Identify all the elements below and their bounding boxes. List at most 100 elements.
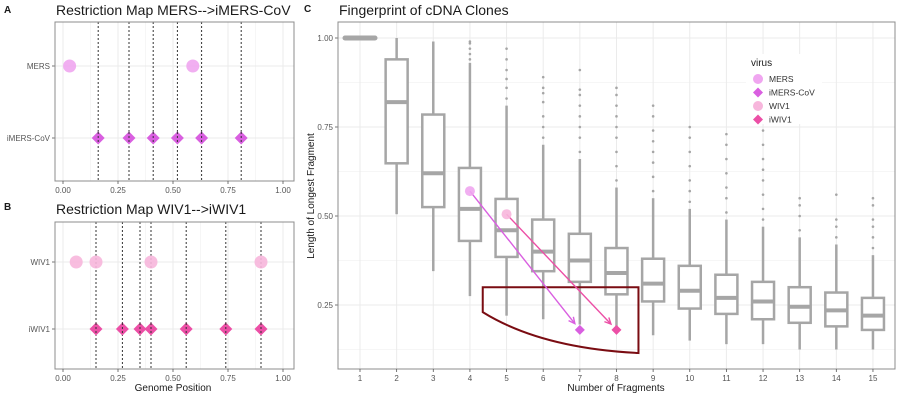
x-tick-label: 5	[504, 374, 509, 383]
box-outlier	[578, 88, 582, 91]
x-tick-label: 3	[431, 374, 436, 383]
box-outlier	[871, 225, 875, 228]
box-outlier	[725, 211, 728, 214]
box-outlier	[835, 225, 838, 228]
box-outlier	[871, 218, 875, 221]
box-outlier	[651, 129, 655, 132]
arrow-head	[568, 316, 576, 325]
box-outlier	[651, 175, 655, 179]
box-outlier	[578, 68, 582, 72]
arrow-head	[604, 317, 613, 326]
x-tick-label: 0.75	[220, 374, 236, 383]
box-outlier	[871, 246, 875, 250]
transition-arrow	[506, 213, 612, 325]
box-plot-14	[824, 193, 849, 350]
x-tick-label: 12	[759, 374, 768, 383]
box-outlier	[761, 129, 765, 132]
restriction-site-marker	[63, 59, 77, 73]
x-tick-label: 6	[541, 374, 546, 383]
box-outlier	[505, 77, 508, 81]
box-outlier	[468, 40, 472, 43]
y-tick-label: 1.00	[317, 34, 333, 43]
box-plot-2	[384, 38, 409, 215]
box-outlier	[688, 164, 692, 168]
legend-key-imers-cov	[753, 87, 763, 98]
box-outlier	[468, 52, 472, 56]
box-outlier	[871, 204, 875, 207]
legend-key-iwiv1	[753, 114, 763, 125]
box-outlier	[725, 196, 728, 200]
panel-c: virus MERS iMERS-CoV WIV1 iWIV1 C Fingerprint …	[304, 2, 896, 394]
box-outlier	[651, 161, 655, 164]
box-outlier	[725, 132, 728, 136]
legend-label: iWIV1	[769, 115, 792, 125]
box-plot-5	[494, 47, 519, 316]
box-iqr	[677, 264, 703, 310]
box-outlier	[688, 125, 692, 129]
box-outlier	[578, 115, 582, 118]
box-iqr	[421, 113, 446, 209]
box-outlier	[725, 143, 728, 147]
x-tick-label: 2	[394, 374, 399, 383]
x-tick-label: 1	[358, 374, 363, 383]
box-outlier	[871, 196, 875, 200]
box-outlier	[505, 47, 508, 50]
box-outlier	[651, 115, 655, 118]
highlight-point-wiv1	[501, 209, 512, 220]
box-outlier	[761, 193, 765, 196]
x-tick-label: 0.25	[110, 186, 126, 195]
x-tick-label: 0.50	[165, 374, 181, 383]
box-outlier	[651, 150, 655, 154]
x-tick-label: 13	[795, 374, 804, 383]
box-outlier	[578, 125, 582, 129]
box-outlier	[798, 214, 801, 218]
box-outlier	[468, 42, 472, 45]
y-tick-label: WIV1	[30, 258, 50, 267]
y-tick-label: 0.75	[317, 123, 333, 132]
y-tick-label: iMERS-CoV	[7, 134, 51, 143]
restriction-site-marker	[89, 255, 103, 269]
box-outlier	[835, 193, 838, 196]
highlight-point-iwiv1	[611, 324, 622, 335]
box-outlier	[615, 104, 618, 107]
box-outlier	[761, 168, 765, 172]
box-plot-11	[714, 132, 739, 345]
box-plot-12	[750, 129, 776, 345]
highlight-point-mers	[464, 186, 475, 197]
box-outlier	[688, 179, 692, 182]
restriction-site-marker	[254, 255, 268, 269]
box-outlier	[615, 86, 618, 90]
box-outlier	[725, 186, 728, 189]
panel-c-ylabel: Length of Longest Fragment	[306, 133, 317, 259]
box-outlier	[505, 68, 508, 72]
box-outlier	[725, 171, 728, 175]
panel-a: A Restriction Map MERS-->iMERS-CoV MERS iME…	[4, 2, 295, 195]
box-outlier	[835, 236, 838, 239]
box-iqr	[384, 58, 409, 165]
legend-label: MERS	[769, 74, 794, 84]
x-tick-label: 10	[685, 374, 694, 383]
x-tick-label: 1.00	[275, 374, 291, 383]
panel-a-title: Restriction Map MERS-->iMERS-CoV	[56, 2, 291, 18]
box-outlier	[615, 125, 618, 129]
box-outlier	[615, 179, 618, 182]
box-outlier	[505, 86, 508, 90]
box-outlier	[615, 150, 618, 154]
box-plot-15	[860, 196, 886, 350]
box-outlier	[615, 136, 618, 139]
box-plot-8	[604, 86, 629, 334]
box-plot-4	[457, 40, 483, 297]
box-outlier	[761, 143, 765, 147]
box-plot-9	[640, 104, 666, 336]
box-outlier	[578, 104, 582, 107]
x-tick-label: 0.00	[55, 374, 71, 383]
x-tick-label: 0.00	[55, 186, 71, 195]
box-outlier	[578, 150, 582, 154]
box-plot-3	[421, 41, 446, 272]
box-iqr	[567, 232, 593, 284]
box-iqr	[457, 166, 483, 243]
box-outlier	[798, 196, 801, 200]
box-outlier	[541, 115, 545, 118]
box-outlier	[541, 125, 545, 129]
